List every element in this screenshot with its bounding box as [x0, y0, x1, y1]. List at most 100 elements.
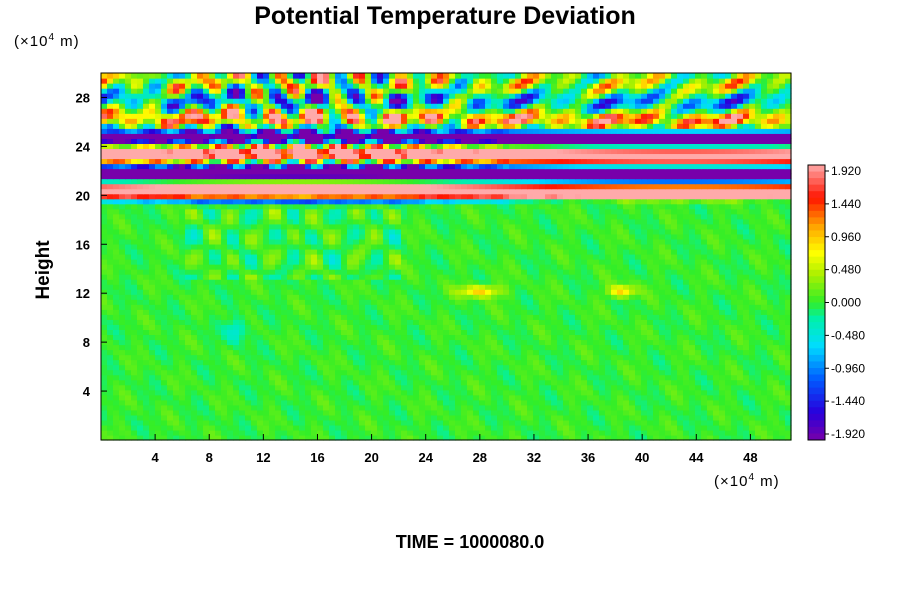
- heatmap-cell: [287, 389, 294, 396]
- heatmap-cell: [377, 394, 384, 401]
- heatmap-cell: [293, 289, 300, 295]
- heatmap-cell: [107, 374, 114, 381]
- heatmap-cell: [677, 384, 684, 391]
- heatmap-cell: [293, 389, 300, 396]
- heatmap-cell: [365, 304, 372, 310]
- heatmap-cell: [653, 279, 660, 285]
- heatmap-cell: [443, 364, 450, 371]
- heatmap-cell: [743, 253, 750, 260]
- heatmap-cell: [263, 238, 270, 245]
- heatmap-cell: [245, 364, 252, 371]
- heatmap-cell: [749, 424, 756, 431]
- heatmap-cell: [635, 309, 642, 315]
- heatmap-cell: [275, 354, 282, 361]
- heatmap-cell: [281, 324, 288, 330]
- heatmap-cell: [731, 269, 738, 275]
- heatmap-cell: [659, 339, 666, 346]
- heatmap-cell: [311, 349, 318, 356]
- heatmap-cell: [137, 384, 144, 391]
- heatmap-cell: [641, 238, 648, 245]
- heatmap-cell: [653, 409, 660, 416]
- heatmap-cell: [341, 364, 348, 371]
- heatmap-cell: [359, 253, 366, 260]
- heatmap-cell: [767, 274, 774, 280]
- heatmap-cell: [317, 364, 324, 371]
- heatmap-cell: [209, 359, 216, 366]
- heatmap-cell: [419, 279, 426, 285]
- heatmap-cell: [179, 384, 186, 391]
- heatmap-cell: [533, 394, 540, 401]
- heatmap-cell: [209, 309, 216, 315]
- heatmap-cell: [533, 389, 540, 396]
- heatmap-cell: [107, 218, 114, 225]
- heatmap-cell: [755, 319, 762, 325]
- heatmap-cell: [125, 429, 132, 436]
- heatmap-cell: [413, 379, 420, 386]
- heatmap-cell: [167, 289, 174, 295]
- heatmap-cell: [221, 274, 228, 280]
- heatmap-cell: [239, 324, 246, 330]
- heatmap-cell: [191, 354, 198, 361]
- heatmap-cell: [449, 309, 456, 315]
- heatmap-cell: [635, 289, 642, 295]
- heatmap-cell: [419, 264, 426, 270]
- heatmap-cell: [695, 309, 702, 315]
- heatmap-cell: [599, 429, 606, 436]
- heatmap-cell: [587, 289, 594, 295]
- heatmap-cell: [287, 429, 294, 436]
- heatmap-cell: [629, 299, 636, 305]
- heatmap-cell: [713, 294, 720, 300]
- heatmap-cell: [659, 394, 666, 401]
- heatmap-cell: [341, 424, 348, 431]
- heatmap-cell: [671, 299, 678, 305]
- heatmap-cell: [467, 248, 474, 255]
- heatmap-cell: [521, 339, 528, 346]
- heatmap-cell: [353, 419, 360, 426]
- heatmap-cell: [305, 434, 312, 441]
- heatmap-cell: [347, 223, 354, 230]
- heatmap-cell: [707, 304, 714, 310]
- heatmap-cell: [569, 289, 576, 295]
- heatmap-cell: [407, 253, 414, 260]
- heatmap-cell: [431, 434, 438, 441]
- heatmap-cell: [287, 289, 294, 295]
- heatmap-cell: [527, 274, 534, 280]
- heatmap-cell: [665, 329, 672, 336]
- heatmap-cell: [695, 264, 702, 270]
- heatmap-cell: [593, 354, 600, 361]
- heatmap-cell: [767, 419, 774, 426]
- heatmap-cell: [359, 238, 366, 245]
- heatmap-cell: [251, 243, 258, 250]
- heatmap-cell: [221, 369, 228, 376]
- heatmap-cell: [263, 429, 270, 436]
- heatmap-cell: [449, 233, 456, 240]
- heatmap-cell: [383, 329, 390, 336]
- heatmap-cell: [569, 389, 576, 396]
- heatmap-cell: [599, 379, 606, 386]
- heatmap-cell: [773, 339, 780, 346]
- heatmap-cell: [221, 324, 228, 330]
- heatmap-cell: [599, 269, 606, 275]
- heatmap-cell: [173, 243, 180, 250]
- heatmap-cell: [173, 299, 180, 305]
- heatmap-cell: [563, 248, 570, 255]
- heatmap-cell: [533, 399, 540, 406]
- heatmap-cell: [659, 419, 666, 426]
- heatmap-cell: [167, 339, 174, 346]
- heatmap-cell: [107, 294, 114, 300]
- heatmap-cell: [779, 424, 786, 431]
- heatmap-cell: [629, 424, 636, 431]
- heatmap-cell: [239, 404, 246, 411]
- heatmap-cell: [461, 424, 468, 431]
- heatmap-cell: [509, 279, 516, 285]
- heatmap-cell: [407, 289, 414, 295]
- heatmap-cell: [449, 269, 456, 275]
- heatmap-cell: [659, 228, 666, 235]
- heatmap-cell: [671, 424, 678, 431]
- heatmap-cell: [263, 389, 270, 396]
- heatmap-cell: [251, 264, 258, 270]
- heatmap-cell: [311, 274, 318, 280]
- heatmap-cell: [497, 243, 504, 250]
- heatmap-cell: [773, 289, 780, 295]
- heatmap-cell: [131, 319, 138, 325]
